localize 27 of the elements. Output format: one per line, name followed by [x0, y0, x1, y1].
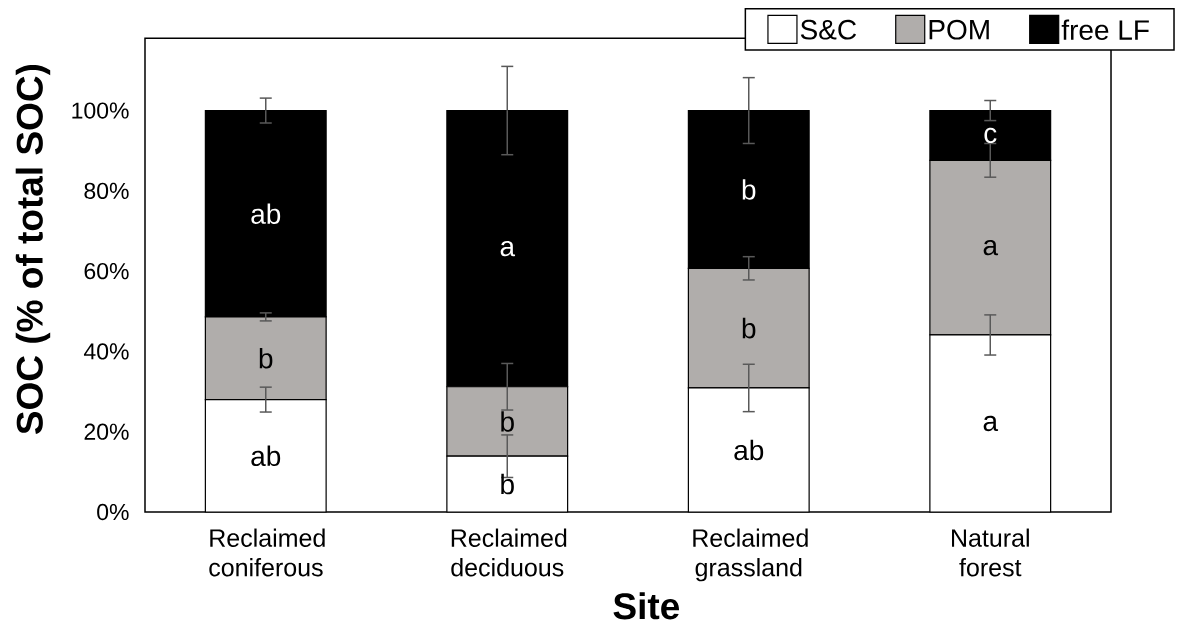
data-label: b [501, 411, 514, 432]
y-tick-label: 0% [97, 503, 129, 521]
data-label: a [500, 240, 516, 257]
y-tick-label: 60% [84, 262, 129, 280]
data-label: a [983, 239, 999, 256]
data-label: ab [251, 445, 281, 467]
data-label: c [984, 127, 997, 144]
legend-label: free LF [1061, 19, 1149, 40]
y-tick-label: 80% [84, 182, 129, 199]
data-label: ab [734, 439, 764, 461]
data-label: b [742, 317, 756, 339]
y-tick-label: 100% [72, 102, 129, 119]
legend-label: POM [929, 19, 989, 40]
data-label: b [259, 347, 273, 369]
data-label: a [983, 415, 999, 432]
y-tick-label: 40% [83, 343, 129, 360]
data-label: b [742, 179, 756, 200]
x-tick-label: Reclaimed grassland [693, 528, 808, 582]
data-label: ab [251, 203, 281, 224]
data-label: b [501, 473, 514, 495]
legend-label: S&C [800, 19, 857, 40]
x-axis-title: Site [613, 592, 680, 620]
y-tick-label: 20% [84, 423, 129, 440]
y-axis-title: SOC (% of total SOC) [15, 64, 51, 435]
x-tick-label: Reclaimed deciduous [451, 528, 567, 577]
x-tick-label: Natural forest [952, 528, 1029, 577]
x-tick-label: Reclaimed coniferous [209, 528, 325, 577]
